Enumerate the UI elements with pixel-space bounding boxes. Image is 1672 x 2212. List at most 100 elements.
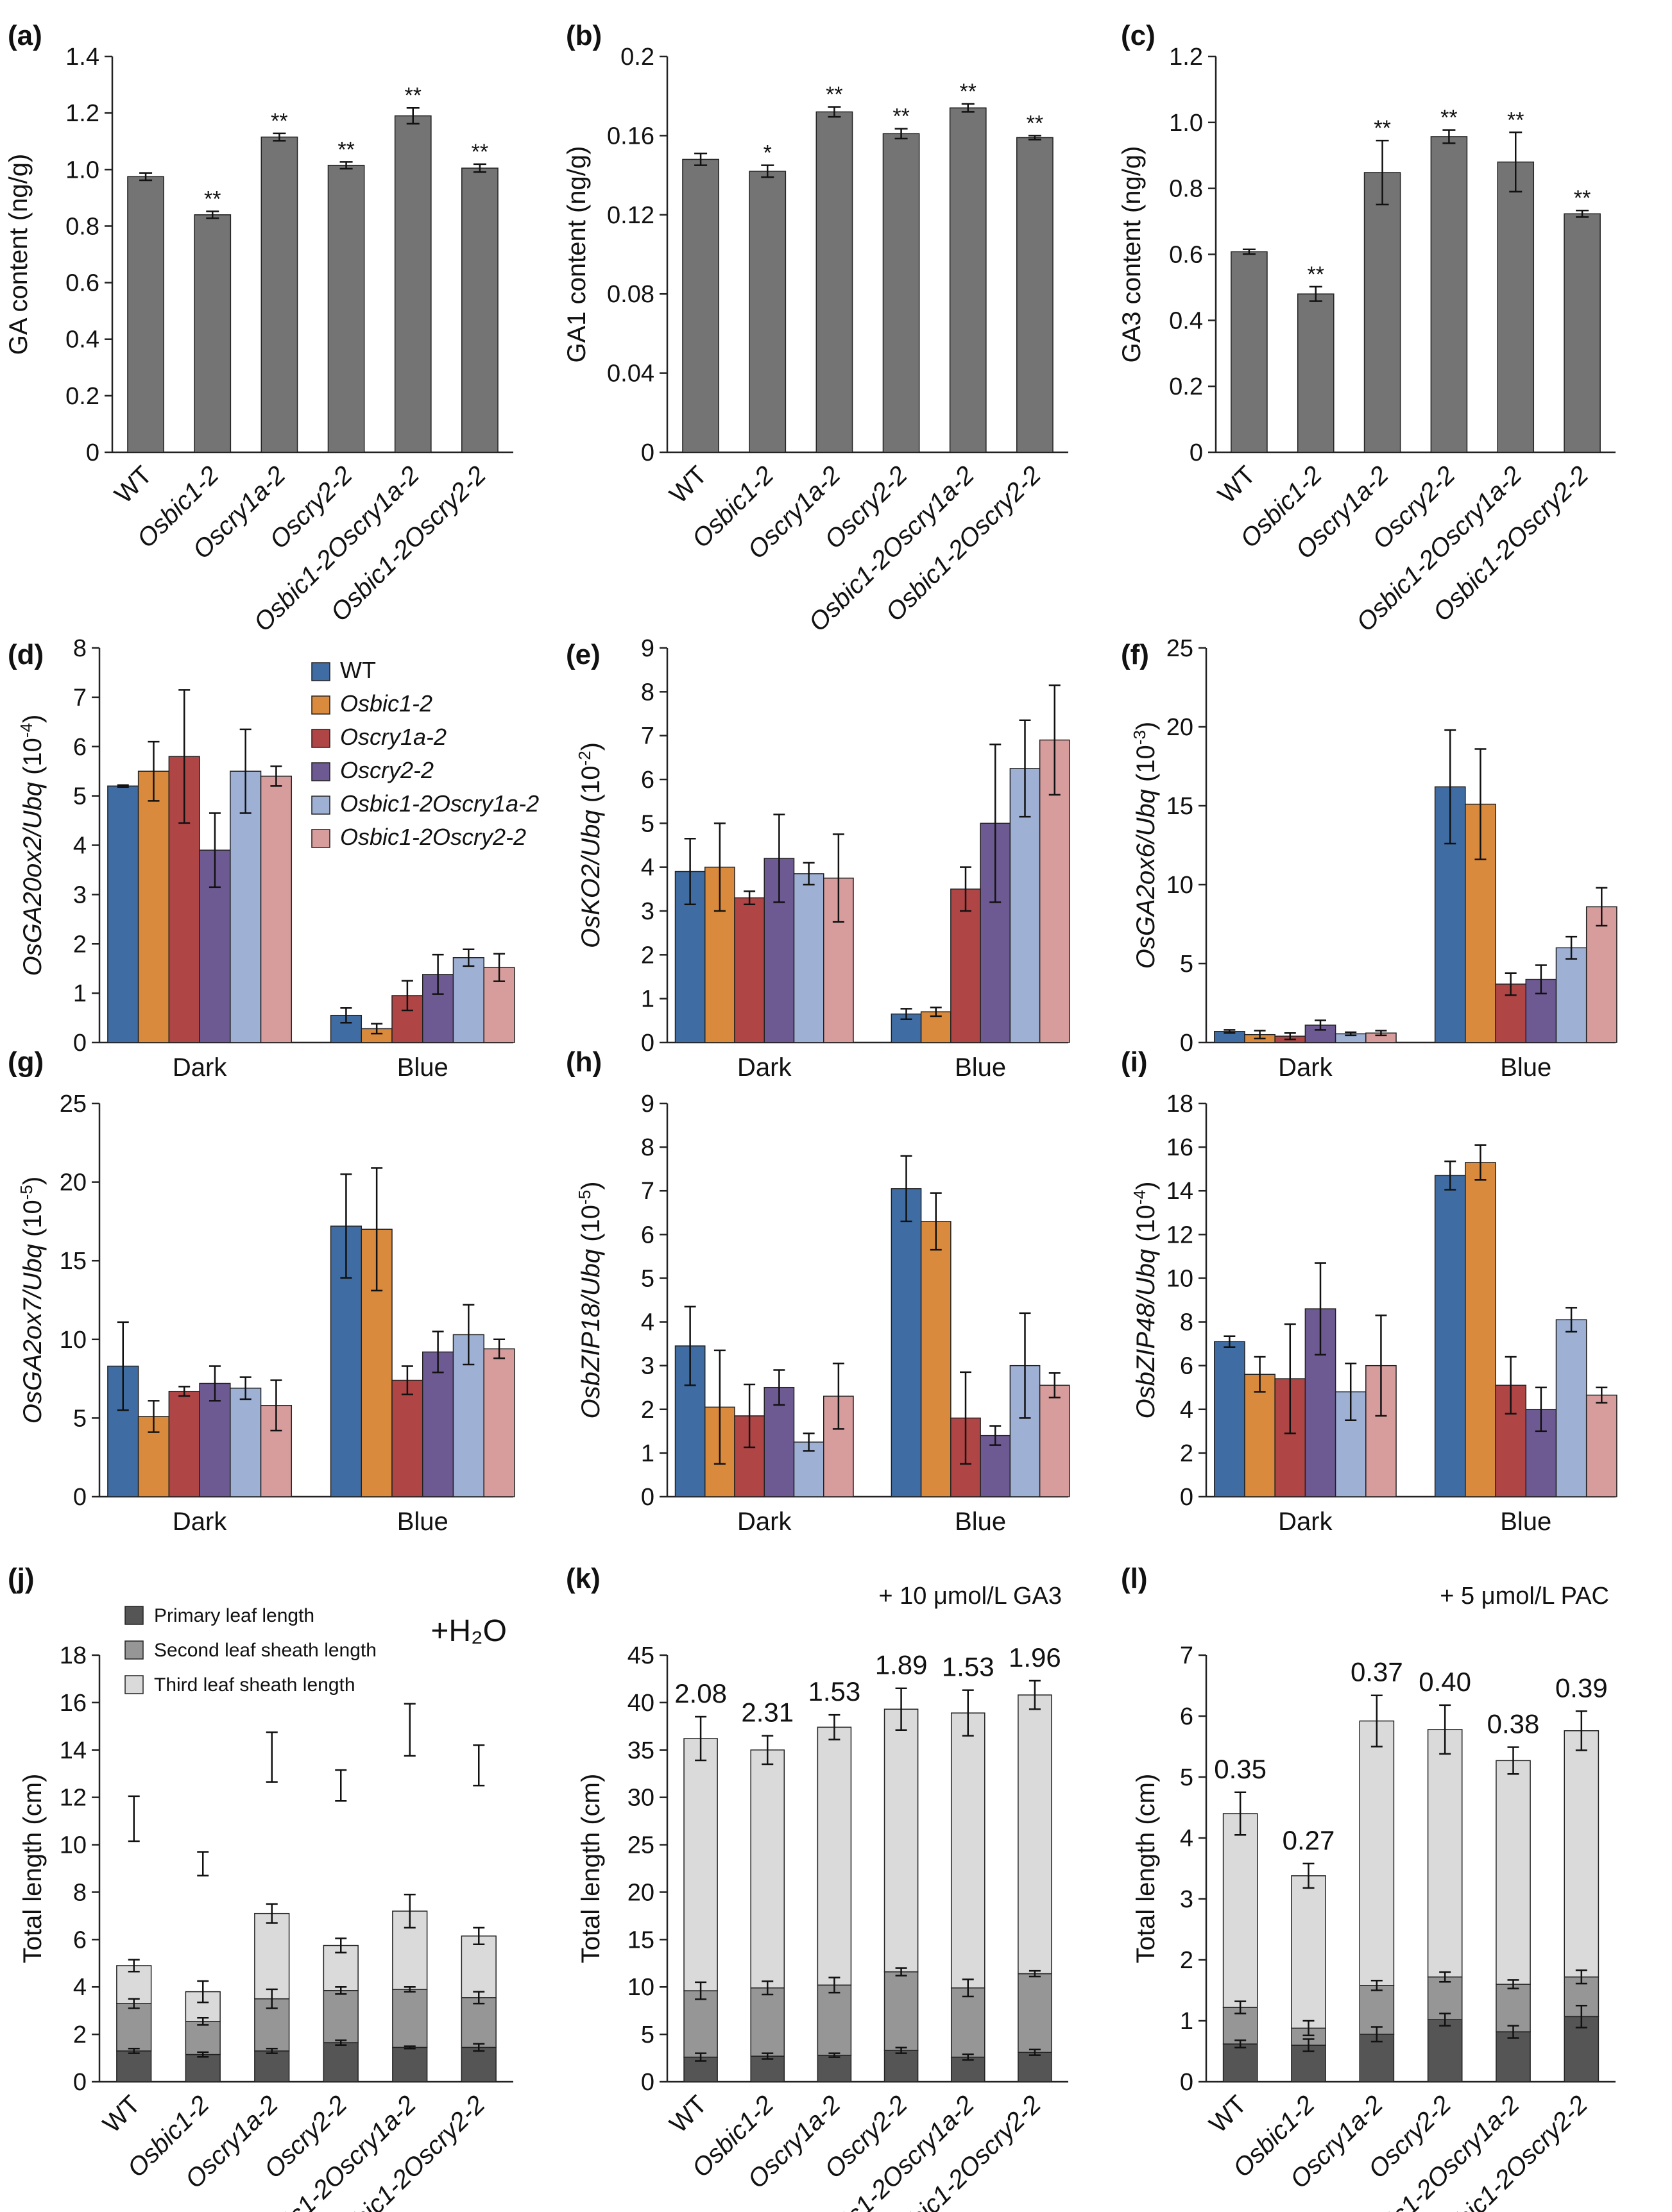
stack-segment [185, 2054, 221, 2082]
group-label: Dark [1278, 1508, 1333, 1536]
y-tick-label: 14 [1166, 1178, 1193, 1205]
significance-mark: ** [337, 137, 354, 162]
stack-segment [683, 1738, 718, 1991]
stack-segment [1291, 1875, 1326, 2029]
y-tick-label: 0.8 [1169, 176, 1203, 203]
significance-mark: ** [1027, 111, 1043, 135]
y-label-gene: OsGA2ox7/Ubq [19, 1244, 47, 1424]
y-tick-label: 0 [73, 1484, 87, 1511]
stack-segment [750, 1987, 785, 2057]
stack-segment [1018, 2052, 1052, 2082]
stack-segment [116, 2003, 152, 2052]
y-tick-label: 18 [1166, 1091, 1193, 1118]
y-tick-label: 0.2 [1169, 373, 1203, 400]
y-tick-label: 2 [641, 942, 654, 969]
category-label: WT [1204, 2090, 1252, 2138]
legend-label: Osbic1-2Oscry1a-2 [340, 790, 539, 817]
y-label-close: ) [19, 715, 47, 723]
bar [1430, 136, 1468, 453]
y-tick-label: 25 [1166, 635, 1193, 662]
y-label-close: ) [19, 1177, 47, 1185]
panel-h: (h) 0 1 2 3 4 5 6 7 8 9 Dark Blue OsbZIP18/Ubq (10-5) [566, 1046, 1070, 1536]
bar [882, 133, 920, 453]
panel-label: (j) [8, 1563, 35, 1594]
panel-d: (d) 0 1 2 3 4 5 6 7 8 Dark Blue OsGA20ox2/Ubq (10-4) [8, 635, 515, 1082]
y-tick-label: 12 [60, 1785, 87, 1812]
panel-label: (c) [1121, 20, 1156, 51]
group-label: Blue [1500, 1508, 1551, 1536]
bar [1363, 172, 1401, 453]
bar [749, 171, 787, 453]
legend-swatch [124, 1606, 144, 1625]
y-tick-label: 3 [1180, 1886, 1193, 1913]
bar-Osbic1-2 [1465, 1162, 1496, 1497]
significance-mark: ** [826, 83, 842, 107]
panel-label: (f) [1121, 639, 1149, 670]
bar-Oscry1a-2 [734, 897, 765, 1043]
y-tick-label: 6 [73, 1927, 87, 1953]
panel-label: (h) [566, 1046, 602, 1078]
y-tick-label: 7 [641, 723, 654, 750]
y-tick-label: 6 [73, 734, 87, 761]
bar-Osbic1-2Oscry1a-2 [793, 873, 824, 1043]
y-tick-label: 1 [641, 986, 654, 1013]
y-tick-label: 10 [60, 1327, 87, 1354]
bar [682, 158, 719, 453]
y-tick-label: 0.6 [65, 270, 99, 297]
y-label-exponent: -4 [1130, 1190, 1149, 1205]
legend-swatch [311, 762, 330, 781]
y-label-unit: (10 [577, 1205, 605, 1249]
y-label-gene: OsbZIP18/Ubq [577, 1249, 605, 1419]
panel-c: (c) 0 0.2 0.4 0.6 0.8 1.0 1.2 ** ** ** ** ** GA3 cont… [1118, 20, 1616, 637]
y-tick-label: 10 [1166, 872, 1193, 899]
panel-b: (b)00.040.080.120.160.2*********GA1 cont… [563, 20, 1068, 637]
stack-segment [1222, 2043, 1258, 2082]
y-axis-label: GA3 content (ng/g) [1118, 146, 1146, 363]
y-axis-label: GA1 content (ng/g) [563, 146, 591, 363]
y-tick-label: 6 [641, 767, 654, 794]
y-tick-label: 8 [73, 1879, 87, 1906]
y-tick-label: 0 [641, 439, 654, 466]
y-tick-label: 1 [1180, 2008, 1193, 2035]
panel-label: (d) [8, 639, 44, 670]
group-label: Dark [1278, 1053, 1333, 1082]
panel-e: (e) 0 1 2 3 4 5 6 7 8 9 Dark Blue OsKO2/Ubq (10-2) [566, 635, 1070, 1082]
y-axis-label: OsGA2ox6/Ubq (10-3) [1130, 722, 1160, 969]
y-tick-label: 20 [1166, 714, 1193, 741]
y-tick-label: 0 [641, 1484, 654, 1511]
y-label-close: ) [1132, 722, 1160, 730]
y-tick-label: 0 [1180, 2069, 1193, 2096]
y-tick-label: 9 [641, 635, 654, 662]
category-label: WT [664, 2090, 712, 2138]
legend-label: Primary leaf length [154, 1605, 314, 1626]
legend-swatch [311, 829, 330, 848]
legend-stack: Primary leaf length Second leaf sheath le… [124, 1605, 377, 1696]
y-tick-label: 40 [627, 1690, 654, 1717]
significance-mark: ** [271, 109, 287, 133]
y-tick-label: 5 [73, 1405, 87, 1432]
stack-segment [1496, 1984, 1531, 2032]
group-label: Dark [737, 1508, 792, 1536]
group-label: Blue [955, 1508, 1006, 1536]
panel-label: (b) [566, 20, 602, 51]
y-tick-label: 5 [73, 783, 87, 810]
bar [194, 214, 232, 453]
y-axis-label: OsKO2/Ubq (10-2) [575, 742, 605, 948]
y-tick-label: 0 [641, 2069, 654, 2096]
y-label-close: ) [1132, 1182, 1160, 1190]
category-label: WT [98, 2090, 146, 2138]
y-label-exponent: -2 [575, 751, 594, 765]
significance-mark: ** [1440, 106, 1457, 130]
y-label-unit: (10 [19, 1200, 47, 1244]
bar [1564, 213, 1601, 453]
y-tick-label: 0.16 [607, 123, 654, 149]
treatment-label: +H₂O [431, 1614, 507, 1648]
y-tick-label: 0.4 [1169, 307, 1203, 334]
group-label: Dark [173, 1508, 227, 1536]
significance-mark: ** [1507, 108, 1524, 132]
stack-segment [1222, 1813, 1258, 2008]
ratio-annotation: 0.38 [1487, 1708, 1540, 1739]
bar-Osbic1-2 [920, 1221, 951, 1497]
stack-segment [461, 1997, 497, 2048]
y-tick-label: 0.04 [607, 361, 654, 387]
